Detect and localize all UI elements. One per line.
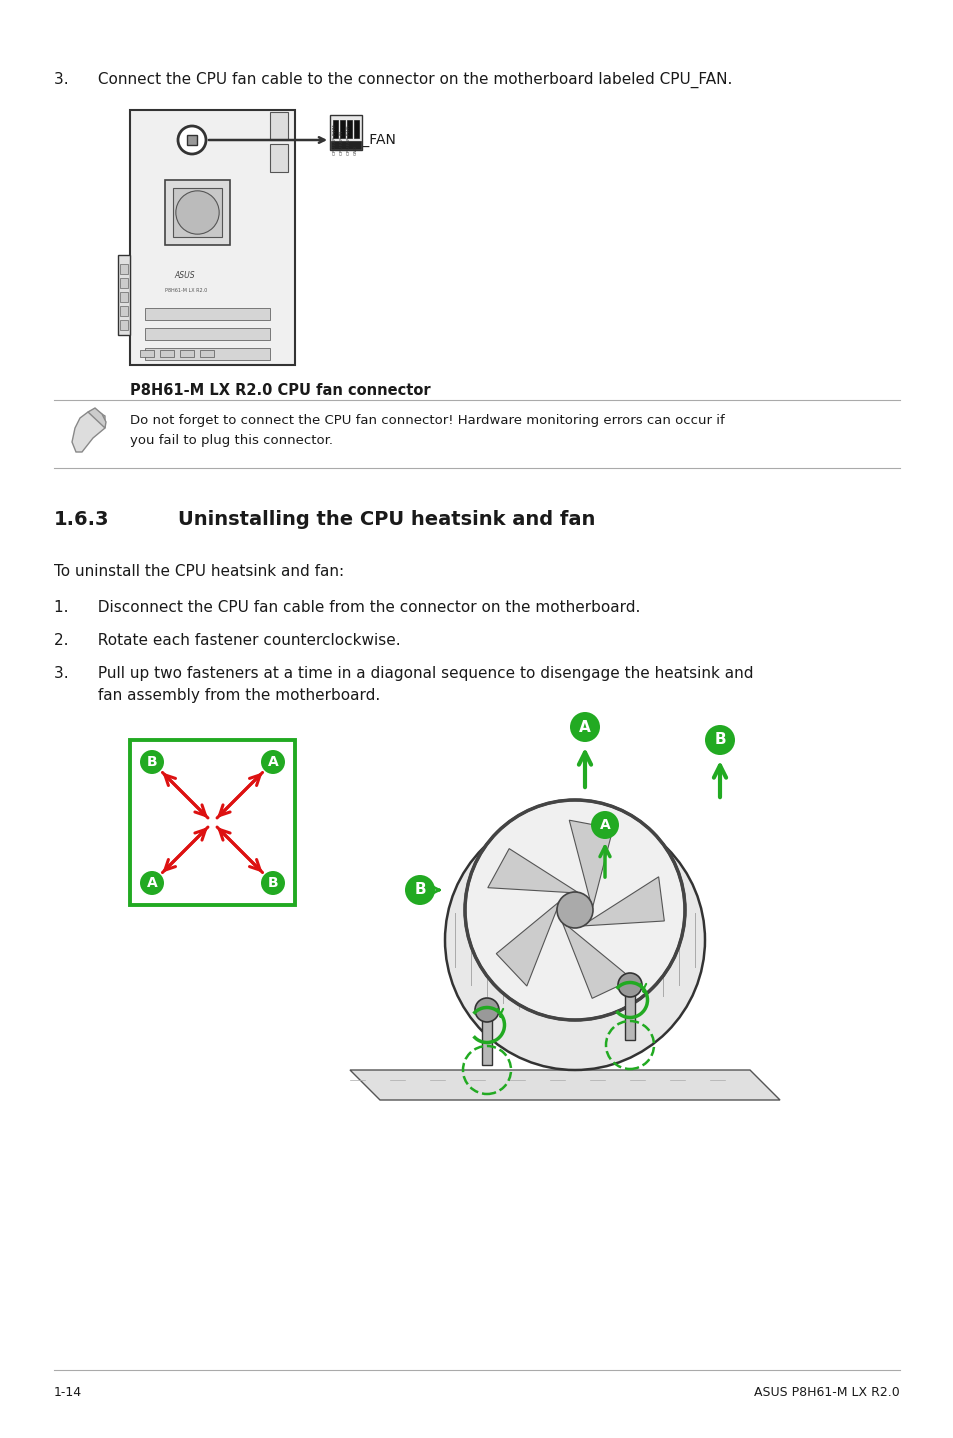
Circle shape	[405, 874, 435, 905]
Bar	[145, 328, 270, 339]
Bar	[120, 278, 128, 288]
Text: To uninstall the CPU heatsink and fan:: To uninstall the CPU heatsink and fan:	[54, 564, 344, 580]
Bar	[354, 119, 358, 138]
Circle shape	[590, 811, 618, 838]
Text: ASUS: ASUS	[174, 270, 195, 279]
Bar	[339, 119, 345, 138]
Circle shape	[464, 800, 684, 1020]
Text: B: B	[268, 876, 278, 890]
Text: A: A	[578, 719, 590, 735]
Text: P8H61-M LX R2.0 CPU fan connector: P8H61-M LX R2.0 CPU fan connector	[130, 383, 430, 398]
Bar	[145, 348, 270, 360]
Polygon shape	[487, 848, 577, 893]
Bar	[160, 349, 173, 357]
Text: fan assembly from the motherboard.: fan assembly from the motherboard.	[54, 687, 380, 703]
Text: A: A	[147, 876, 157, 890]
Bar	[270, 112, 288, 139]
Text: CPU FAN IN: CPU FAN IN	[339, 131, 344, 155]
Circle shape	[475, 998, 498, 1022]
Circle shape	[704, 725, 734, 755]
Text: P8H61-M LX R2.0: P8H61-M LX R2.0	[165, 288, 207, 292]
Text: 3.      Connect the CPU fan cable to the connector on the motherboard labeled CP: 3. Connect the CPU fan cable to the conn…	[54, 72, 732, 88]
Polygon shape	[350, 1070, 780, 1100]
Bar	[347, 119, 352, 138]
Polygon shape	[583, 877, 663, 926]
Bar	[120, 292, 128, 302]
Bar	[330, 115, 361, 150]
Text: ASUS P8H61-M LX R2.0: ASUS P8H61-M LX R2.0	[754, 1386, 899, 1399]
Text: 1-14: 1-14	[54, 1386, 82, 1399]
Polygon shape	[569, 820, 613, 907]
Circle shape	[261, 871, 285, 894]
Text: 1.      Disconnect the CPU fan cable from the connector on the motherboard.: 1. Disconnect the CPU fan cable from the…	[54, 600, 639, 615]
Text: 1.6.3: 1.6.3	[54, 510, 110, 529]
Bar	[331, 141, 360, 150]
Bar	[120, 306, 128, 316]
Circle shape	[175, 191, 219, 234]
Text: CPU FAN PWM: CPU FAN PWM	[333, 124, 336, 155]
Bar	[130, 109, 294, 365]
Circle shape	[557, 892, 593, 928]
Bar	[187, 135, 196, 145]
Bar	[165, 180, 230, 244]
Polygon shape	[496, 902, 558, 986]
Text: B: B	[147, 755, 157, 769]
Bar	[172, 188, 222, 237]
Circle shape	[444, 810, 704, 1070]
Circle shape	[261, 751, 285, 774]
Circle shape	[618, 974, 641, 997]
Circle shape	[178, 127, 206, 154]
Bar	[180, 349, 193, 357]
Bar	[120, 265, 128, 275]
Text: 2.      Rotate each fastener counterclockwise.: 2. Rotate each fastener counterclockwise…	[54, 633, 400, 649]
Circle shape	[140, 751, 164, 774]
Text: B: B	[714, 732, 725, 748]
Bar	[624, 985, 635, 1040]
Text: Uninstalling the CPU heatsink and fan: Uninstalling the CPU heatsink and fan	[178, 510, 595, 529]
Text: GND: GND	[354, 145, 357, 155]
Polygon shape	[88, 408, 106, 429]
Bar	[140, 349, 153, 357]
Bar	[481, 1009, 492, 1066]
Polygon shape	[71, 410, 105, 452]
Bar	[333, 119, 337, 138]
Polygon shape	[562, 923, 632, 998]
Bar	[120, 321, 128, 329]
Bar	[270, 144, 288, 173]
Circle shape	[569, 712, 599, 742]
Bar	[118, 255, 130, 335]
Text: CPU FAN PWR: CPU FAN PWR	[347, 125, 351, 155]
Text: you fail to plug this connector.: you fail to plug this connector.	[130, 434, 333, 447]
Circle shape	[140, 871, 164, 894]
Text: A: A	[268, 755, 278, 769]
Text: A: A	[599, 818, 610, 833]
Text: CPU_FAN: CPU_FAN	[334, 132, 395, 147]
Bar	[130, 741, 294, 905]
Text: 3.      Pull up two fasteners at a time in a diagonal sequence to disengage the : 3. Pull up two fasteners at a time in a …	[54, 666, 753, 682]
Bar	[145, 308, 270, 321]
Text: Do not forget to connect the CPU fan connector! Hardware monitoring errors can o: Do not forget to connect the CPU fan con…	[130, 414, 724, 427]
Text: B: B	[414, 883, 425, 897]
Bar	[200, 349, 213, 357]
